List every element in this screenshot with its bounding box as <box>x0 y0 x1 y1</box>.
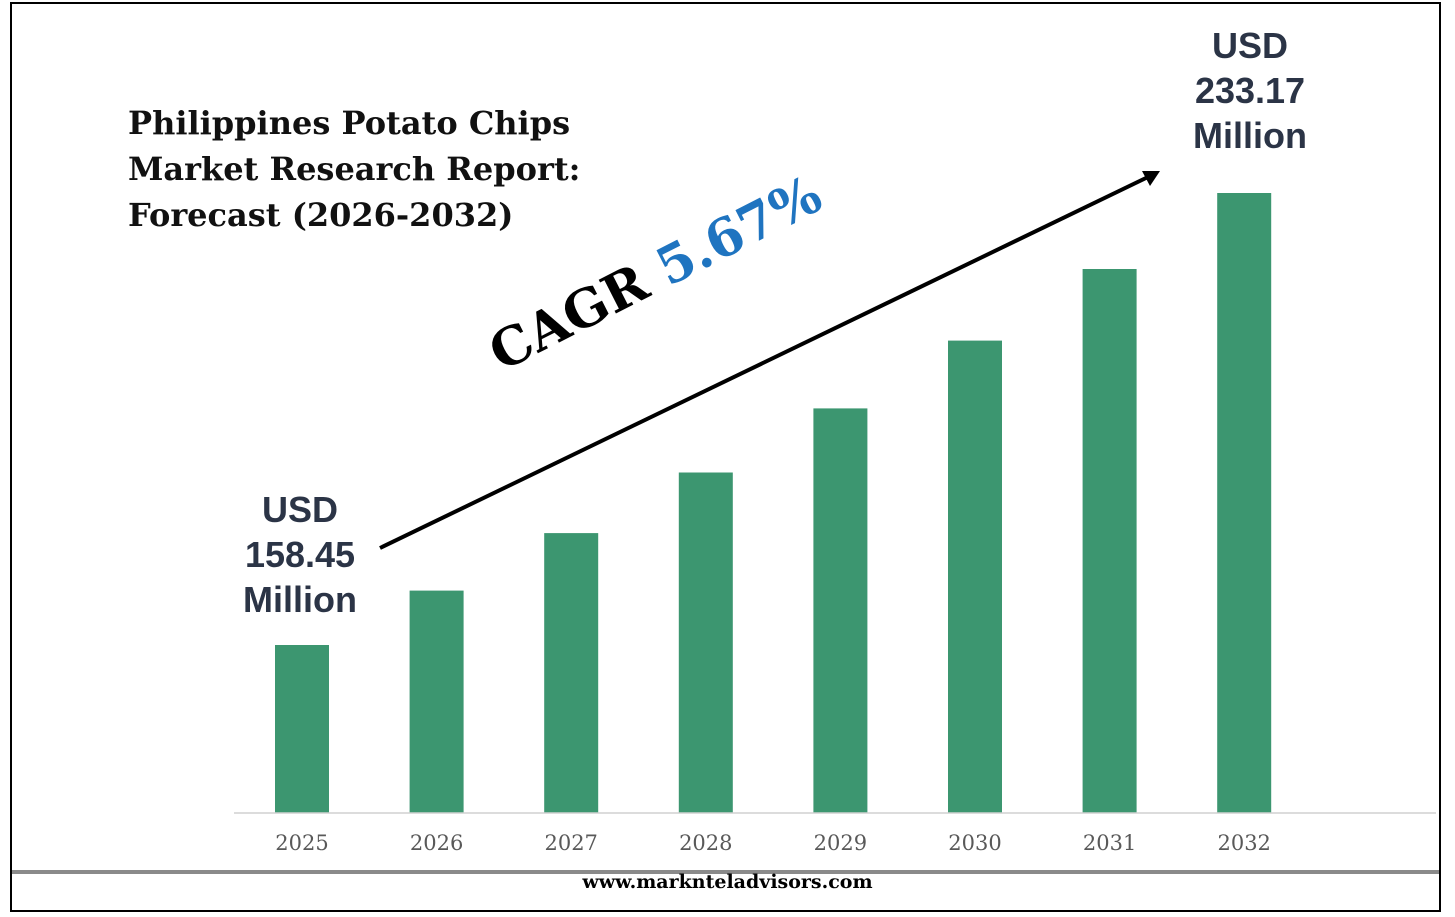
bar-2028 <box>678 472 733 813</box>
x-tick-labels: 2025 2026 2027 2028 2029 2030 2031 2032 <box>275 831 1271 855</box>
bar-2031 <box>1082 269 1137 813</box>
x-tick-label-2030: 2030 <box>948 831 1001 855</box>
x-tick-label-2028: 2028 <box>679 831 732 855</box>
x-tick-label-2031: 2031 <box>1083 831 1136 855</box>
x-tick-label-2029: 2029 <box>814 831 867 855</box>
end-value-line-1: USD <box>1211 25 1288 66</box>
start-value-line-1: USD <box>261 489 338 530</box>
start-value-line-3: Million <box>243 579 357 620</box>
chart-frame <box>10 2 1441 912</box>
bar-2032 <box>1217 193 1272 813</box>
start-value-line-2: 158.45 <box>244 534 356 575</box>
bar-2026 <box>409 590 464 813</box>
x-tick-label-2025: 2025 <box>275 831 328 855</box>
end-value-line-3: Million <box>1193 115 1307 156</box>
cagr-arrow <box>379 171 1160 550</box>
chart-title: Philippines Potato Chips Market Research… <box>128 104 581 234</box>
start-value-callout: USD 158.45 Million <box>225 487 375 622</box>
x-tick-label-2032: 2032 <box>1217 831 1270 855</box>
end-value-callout: USD 233.17 Million <box>1170 23 1330 158</box>
cagr-arrow-head <box>1142 171 1160 186</box>
bar-2027 <box>544 533 599 813</box>
footer-website: www.marknteladvisors.com <box>582 871 873 893</box>
footer-divider <box>12 870 1439 874</box>
cagr-arrow-line <box>379 175 1149 550</box>
bar-2030 <box>948 340 1002 813</box>
bar-2025 <box>275 645 329 813</box>
x-tick-label-2026: 2026 <box>410 831 463 855</box>
end-value-line-2: 233.17 <box>1194 70 1306 111</box>
x-tick-label-2027: 2027 <box>544 831 597 855</box>
bars-group <box>275 193 1272 813</box>
bar-2029 <box>813 408 868 813</box>
